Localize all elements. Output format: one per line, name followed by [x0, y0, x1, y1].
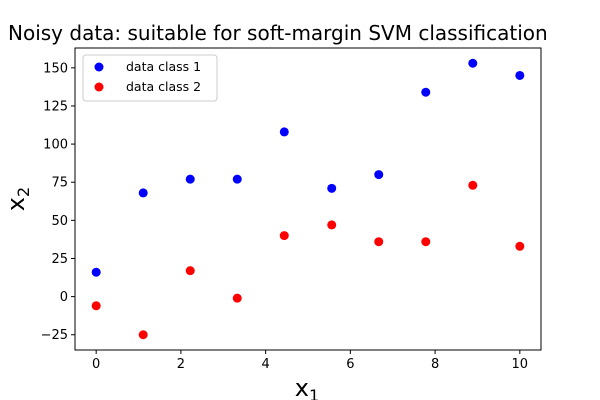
y-tick-label: −25 — [41, 328, 68, 343]
x-tick-label: 0 — [92, 357, 100, 372]
y-tick-label: 75 — [51, 176, 68, 191]
plot-frame — [74, 47, 542, 351]
y-axis-label: x2 — [2, 187, 33, 211]
x-axis-label-subscript: 1 — [309, 386, 319, 400]
data-point-class-2 — [185, 266, 195, 276]
legend-label-class-2: data class 2 — [126, 79, 201, 94]
legend-marker-class-2 — [94, 82, 104, 92]
data-point-class-1 — [515, 70, 525, 80]
y-tick-label: 50 — [51, 214, 68, 229]
axes: 0 2 4 6 8 10 −25 0 25 50 75 100 125 150 — [41, 61, 529, 372]
data-points — [91, 58, 525, 340]
x-tick-label: 4 — [261, 357, 269, 372]
x-tick-label: 10 — [512, 357, 529, 372]
data-point-class-2 — [468, 180, 478, 190]
data-point-class-1 — [232, 174, 242, 184]
legend: data class 1 data class 2 — [82, 54, 218, 102]
y-tick-label: 0 — [60, 290, 68, 305]
data-point-class-1 — [279, 127, 289, 137]
y-axis-label-base: x — [2, 197, 30, 211]
y-tick-label: 150 — [43, 61, 68, 76]
data-point-class-1 — [327, 183, 337, 193]
data-point-class-2 — [515, 241, 525, 251]
y-tick-label: 125 — [43, 99, 68, 114]
x-tick-label: 6 — [346, 357, 354, 372]
data-point-class-2 — [421, 237, 431, 247]
chart-title: Noisy data: suitable for soft-margin SVM… — [8, 21, 548, 45]
legend-marker-class-1 — [94, 62, 104, 72]
data-point-class-1 — [185, 174, 195, 184]
legend-label-class-1: data class 1 — [126, 59, 201, 74]
y-axis-label-subscript: 2 — [14, 187, 33, 197]
data-point-class-2 — [327, 220, 337, 230]
x-axis-label-base: x — [295, 374, 309, 400]
data-point-class-2 — [91, 301, 101, 311]
y-tick-label: 25 — [51, 252, 68, 267]
data-point-class-1 — [468, 58, 478, 68]
legend-box — [82, 54, 218, 102]
data-point-class-2 — [138, 330, 148, 340]
data-point-class-1 — [91, 267, 101, 277]
data-point-class-1 — [374, 170, 384, 180]
x-tick-label: 8 — [431, 357, 439, 372]
data-point-class-2 — [279, 231, 289, 241]
data-point-class-1 — [421, 87, 431, 97]
y-tick-label: 100 — [43, 138, 68, 153]
data-point-class-2 — [232, 293, 242, 303]
x-tick-label: 2 — [177, 357, 185, 372]
data-point-class-2 — [374, 237, 384, 247]
x-axis-label: x1 — [295, 374, 319, 400]
data-point-class-1 — [138, 188, 148, 198]
